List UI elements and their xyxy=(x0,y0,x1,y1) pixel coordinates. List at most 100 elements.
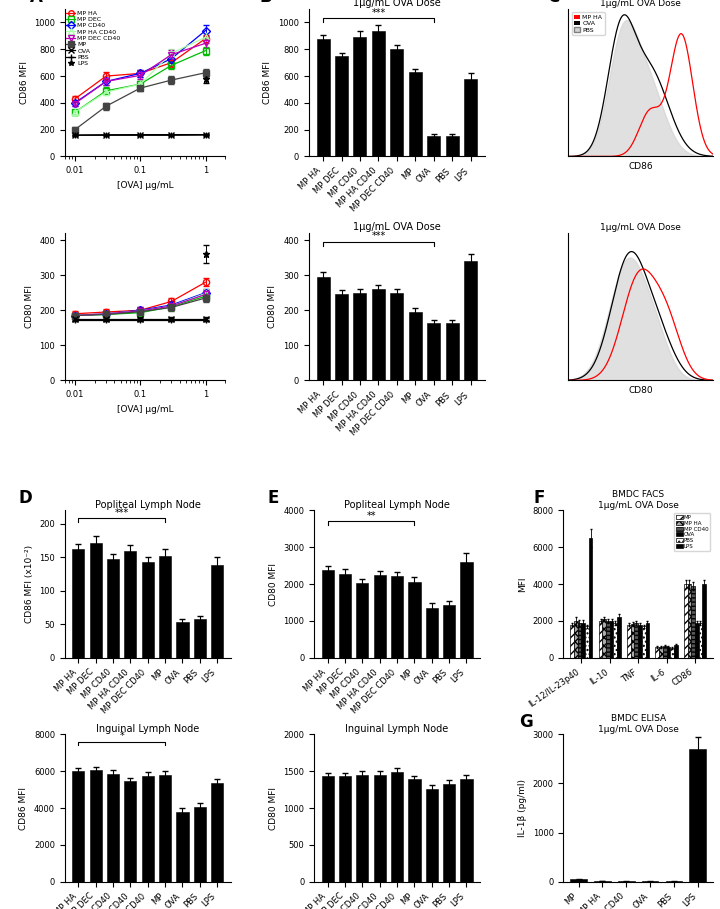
Title: Inguinal Lymph Node: Inguinal Lymph Node xyxy=(346,724,449,734)
Bar xyxy=(374,774,386,882)
Text: G: G xyxy=(518,713,532,731)
Title: 1μg/mL OVA Dose: 1μg/mL OVA Dose xyxy=(600,0,681,8)
Text: ***: *** xyxy=(114,508,129,518)
Bar xyxy=(574,621,577,658)
Bar xyxy=(72,771,84,882)
Bar xyxy=(460,562,472,658)
Y-axis label: CD80 MFI: CD80 MFI xyxy=(269,563,278,605)
Bar xyxy=(638,624,642,658)
Y-axis label: CD86 MFI: CD86 MFI xyxy=(264,61,272,105)
Bar xyxy=(589,538,593,658)
Bar xyxy=(655,646,659,658)
Bar xyxy=(598,621,603,658)
Text: C: C xyxy=(546,0,559,5)
Title: Popliteal Lymph Node: Popliteal Lymph Node xyxy=(344,500,450,510)
Bar xyxy=(663,645,667,658)
Bar xyxy=(322,570,334,658)
Bar xyxy=(194,807,206,882)
Bar xyxy=(427,135,440,156)
Bar xyxy=(426,789,438,882)
Bar xyxy=(356,774,369,882)
Bar xyxy=(460,779,472,882)
Bar xyxy=(443,784,455,882)
Bar xyxy=(390,293,403,381)
Bar xyxy=(464,261,477,381)
Y-axis label: IL-1β (pg/ml): IL-1β (pg/ml) xyxy=(518,779,527,837)
Text: ***: *** xyxy=(372,8,385,18)
Legend: MP HA, OVA, PBS: MP HA, OVA, PBS xyxy=(572,12,605,35)
Title: 1μg/mL OVA Dose: 1μg/mL OVA Dose xyxy=(353,223,441,233)
Text: A: A xyxy=(30,0,42,5)
Bar xyxy=(610,621,613,658)
Bar xyxy=(577,623,581,658)
Text: D: D xyxy=(18,489,32,507)
Bar xyxy=(409,72,422,156)
Bar xyxy=(339,574,351,658)
Y-axis label: MFI: MFI xyxy=(518,576,527,592)
Text: E: E xyxy=(268,489,279,507)
Title: BMDC ELISA
1μg/mL OVA Dose: BMDC ELISA 1μg/mL OVA Dose xyxy=(598,714,678,734)
Bar xyxy=(443,605,455,658)
Bar xyxy=(390,49,403,156)
Bar xyxy=(427,323,440,381)
Title: 1μg/mL OVA Dose: 1μg/mL OVA Dose xyxy=(353,0,441,8)
Bar xyxy=(606,621,610,658)
Y-axis label: CD86 MFI: CD86 MFI xyxy=(19,61,29,105)
Y-axis label: CD80 MFI: CD80 MFI xyxy=(269,786,278,830)
Bar xyxy=(354,36,366,156)
Bar xyxy=(684,584,688,658)
Bar xyxy=(372,289,384,381)
Bar xyxy=(356,584,369,658)
Y-axis label: CD80 MFI: CD80 MFI xyxy=(24,285,34,328)
Legend: MP, MP HA, MP CD40, OVA, PBS, LPS: MP, MP HA, MP CD40, OVA, PBS, LPS xyxy=(675,514,710,551)
Bar xyxy=(702,584,706,658)
Text: B: B xyxy=(259,0,272,5)
Title: 1μg/mL OVA Dose: 1μg/mL OVA Dose xyxy=(600,224,681,233)
Bar xyxy=(354,293,366,381)
Bar xyxy=(646,623,649,658)
Y-axis label: CD80 MFI: CD80 MFI xyxy=(269,285,277,328)
Bar xyxy=(176,623,189,658)
Y-axis label: CD86 MFI (x10⁻²): CD86 MFI (x10⁻²) xyxy=(24,545,34,624)
Title: Popliteal Lymph Node: Popliteal Lymph Node xyxy=(95,500,201,510)
Bar xyxy=(391,772,403,882)
X-axis label: CD86: CD86 xyxy=(629,162,653,171)
X-axis label: [OVA] μg/mL: [OVA] μg/mL xyxy=(117,405,174,414)
Bar xyxy=(159,774,171,882)
Bar xyxy=(617,617,621,658)
Bar xyxy=(667,646,670,658)
Bar xyxy=(409,312,422,381)
Bar xyxy=(627,624,631,658)
Bar xyxy=(317,277,330,381)
Bar xyxy=(211,565,223,658)
Bar xyxy=(159,556,171,658)
Bar xyxy=(322,776,334,882)
Bar xyxy=(211,784,223,882)
Bar xyxy=(698,623,702,658)
Title: BMDC FACS
1μg/mL OVA Dose: BMDC FACS 1μg/mL OVA Dose xyxy=(598,490,678,510)
Bar xyxy=(426,607,438,658)
Bar xyxy=(391,576,403,658)
Bar xyxy=(125,551,137,658)
Bar xyxy=(634,623,638,658)
Bar xyxy=(107,774,119,882)
Bar xyxy=(335,295,348,381)
Bar xyxy=(317,38,330,156)
Bar xyxy=(335,56,348,156)
Y-axis label: CD86 MFI: CD86 MFI xyxy=(19,786,28,830)
Bar xyxy=(581,623,585,658)
Bar xyxy=(570,624,574,658)
Bar xyxy=(570,879,587,882)
Bar xyxy=(107,559,119,658)
Bar xyxy=(90,770,102,882)
X-axis label: CD80: CD80 xyxy=(629,386,653,395)
Bar xyxy=(689,749,706,882)
Bar xyxy=(670,647,674,658)
Text: ***: *** xyxy=(372,231,385,241)
Bar xyxy=(688,584,691,658)
Bar xyxy=(585,626,589,658)
Bar xyxy=(603,619,606,658)
Bar xyxy=(631,624,634,658)
Bar xyxy=(408,582,420,658)
Bar xyxy=(72,549,84,658)
